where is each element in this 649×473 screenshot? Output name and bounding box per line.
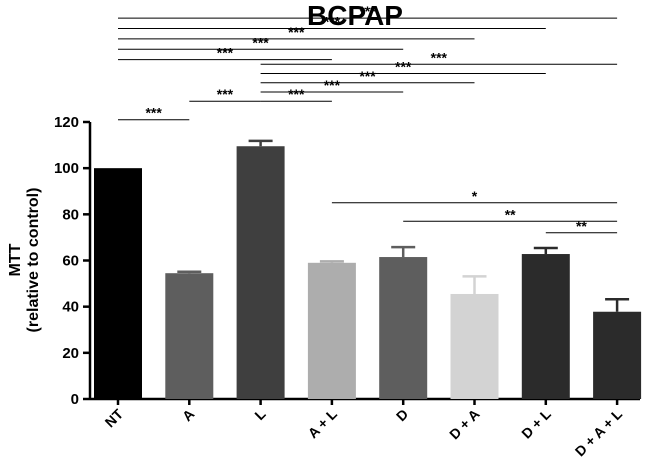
significance-label: ** xyxy=(505,206,516,222)
category-label: A xyxy=(179,406,197,424)
y-tick-label: 40 xyxy=(62,299,79,316)
y-axis-title-line1: MTT xyxy=(7,243,24,276)
bar xyxy=(165,273,214,399)
y-axis-title-line2: (relative to control) xyxy=(25,188,42,333)
y-axis-title: MTT (relative to control) xyxy=(7,188,42,333)
significance-label: *** xyxy=(252,34,269,50)
category-label: A + L xyxy=(305,405,341,441)
y-tick-label: 0 xyxy=(71,391,79,408)
bar xyxy=(450,293,499,399)
significance-label: *** xyxy=(431,49,448,65)
y-tick-label: 20 xyxy=(62,345,79,362)
plot-area: 0 20 40 60 80 100 120 NT A L A + L D D + A D + L D + A… xyxy=(54,3,642,459)
bar xyxy=(307,262,356,399)
category-label: NT xyxy=(102,405,127,430)
significance-label: *** xyxy=(217,86,234,102)
category-label: D xyxy=(393,406,411,424)
significance-label: *** xyxy=(145,105,162,121)
significance-label: *** xyxy=(359,68,376,84)
category-label: L xyxy=(251,405,269,423)
bar xyxy=(521,254,570,399)
category-label: D + A xyxy=(446,406,483,443)
significance-label: *** xyxy=(288,86,305,102)
significance-label: *** xyxy=(217,45,234,61)
bar xyxy=(379,257,428,399)
bar xyxy=(593,311,642,399)
significance-label: ** xyxy=(576,218,587,234)
y-tick-label: 80 xyxy=(62,206,79,223)
category-label: D + A + L xyxy=(572,405,626,459)
chart-title: BCPAP xyxy=(307,0,403,31)
significance-label: *** xyxy=(359,3,376,19)
significance-label: * xyxy=(472,188,478,204)
y-tick-label: 120 xyxy=(54,114,79,131)
significance-label: *** xyxy=(288,24,305,40)
significance-label: *** xyxy=(324,14,341,30)
y-tick-label: 60 xyxy=(62,253,79,270)
category-label: D + L xyxy=(518,405,554,441)
y-tick-label: 100 xyxy=(54,160,79,177)
significance-label: *** xyxy=(395,59,412,75)
bar xyxy=(236,146,285,399)
significance-label: *** xyxy=(324,77,341,93)
bar xyxy=(94,168,142,399)
